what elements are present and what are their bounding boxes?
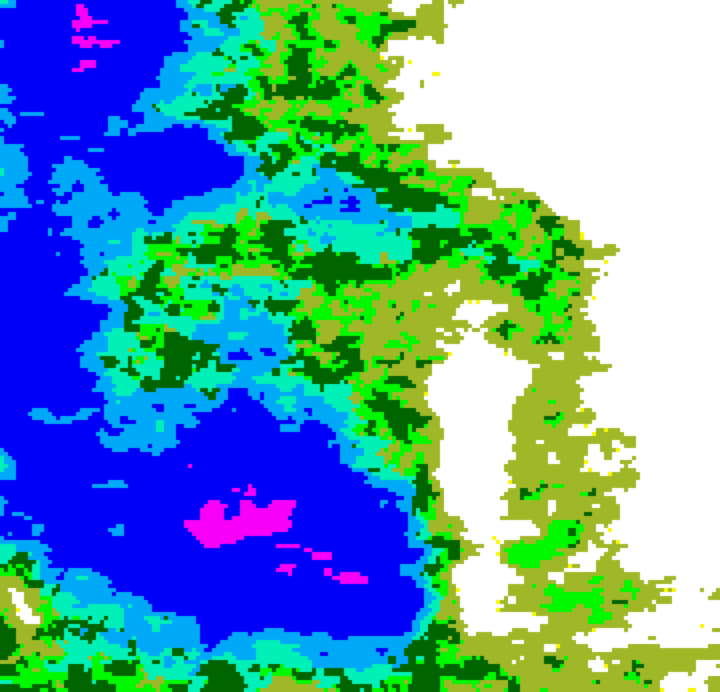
raster-map-canvas <box>0 0 720 692</box>
map-view <box>0 0 720 692</box>
